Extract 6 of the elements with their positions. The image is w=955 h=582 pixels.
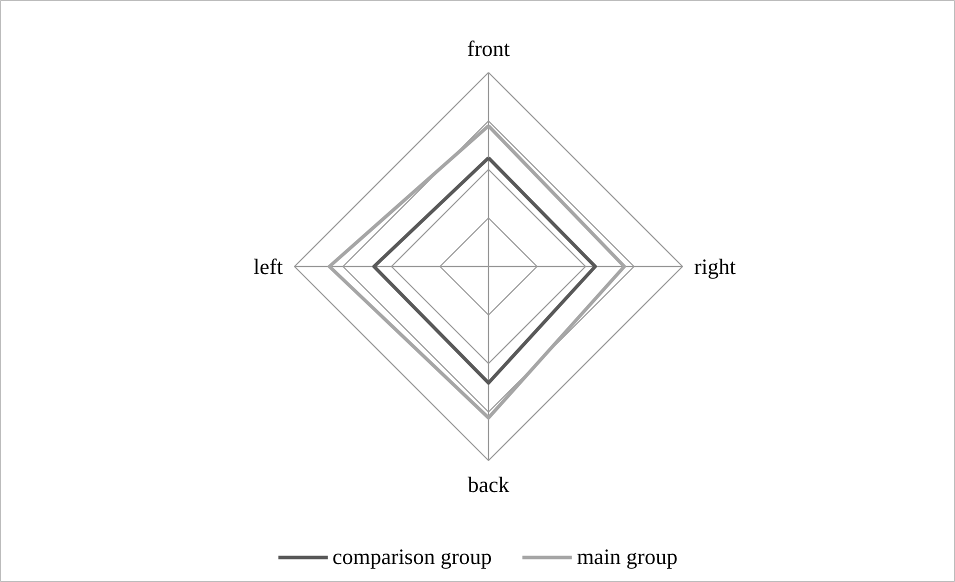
legend-label: comparison group (332, 544, 492, 570)
spoke-label: front (467, 36, 510, 61)
legend-label: main group (576, 544, 678, 570)
spoke-label: right (694, 254, 736, 279)
spoke-label: back (468, 472, 510, 498)
spoke-label: left (254, 254, 283, 279)
